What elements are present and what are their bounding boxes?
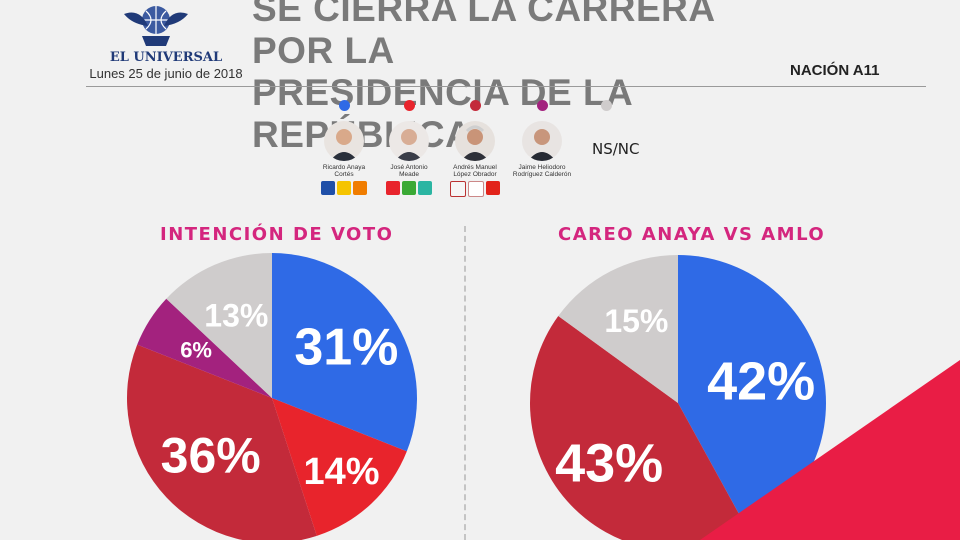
color-dot [600,100,612,111]
pie-slice-label: 36% [161,428,261,484]
portrait-icon [455,121,495,161]
party-logo-icon [386,181,400,195]
chart-title-intencion: INTENCIÓN DE VOTO [160,224,394,245]
candidate-anaya: Ricardo Anaya Cortés [309,100,379,195]
pie-slice-label: 6% [180,337,212,362]
column-divider [464,226,466,540]
eagle-globe-logo-icon [124,6,188,46]
candidate-name: Andrés Manuel López Obrador [453,164,497,178]
candidate-name: Jaime Heliodoro Rodríguez Calderón [512,164,572,178]
party-logo-icon [337,181,351,195]
candidate-name: Ricardo Anaya Cortés [322,164,366,178]
brand-name: EL UNIVERSAL [109,50,223,65]
pie-slice [137,298,272,398]
masthead: EL UNIVERSAL Lunes 25 de junio de 2018 [86,0,246,82]
headline-line-1: SE CIERRA LA CARRERA POR LA [252,0,715,71]
party-logo-icon [468,181,484,197]
pie-slice [530,316,750,540]
decorative-accent-shape [700,360,960,540]
pie-slice-label: 14% [303,451,379,493]
party-logos [374,181,444,195]
party-logo-icon [486,181,500,195]
header-rule [86,86,926,87]
headline: SE CIERRA LA CARRERA POR LA PRESIDENCIA … [252,0,732,156]
candidate-rodriguez-calderon: Jaime Heliodoro Rodríguez Calderón [507,100,577,178]
nsnc-label: NS/NC [592,140,640,158]
pie-slice [166,253,272,398]
pie-slice [272,253,417,452]
pie-slice [272,398,407,536]
publication-date: Lunes 25 de junio de 2018 [89,66,243,81]
color-dot [338,100,350,111]
party-logo-icon [450,181,466,197]
candidate-lopez-obrador: Andrés Manuel López Obrador [440,100,510,197]
party-logo-icon [402,181,416,195]
party-logo-icon [418,181,432,195]
color-dot [469,100,481,111]
pie-slice [127,344,317,540]
color-dot [536,100,548,111]
headline-line-2: PRESIDENCIA DE LA REPÚBLICA [252,72,632,155]
chart-title-careo: CAREO ANAYA VS AMLO [558,224,826,245]
pie-slice-label: 15% [604,303,668,339]
party-logos [309,181,379,195]
pie-chart-intencion-de-voto: 31% 14% 36% 6% 13% [127,253,417,540]
pie-chart-careo-anaya-vs-amlo: 42% 43% 15% [530,255,827,540]
pie-slice-label: 31% [294,318,398,376]
candidate-name: José Antonio Meade [390,164,428,178]
nsnc-legend-dot [586,100,626,111]
portrait-icon [324,121,364,161]
candidate-meade: José Antonio Meade [374,100,444,195]
pie-slice [558,255,678,403]
pie-slice-label: 43% [555,434,663,494]
pie-slice-label: 42% [707,352,815,412]
pie-slice [678,255,827,533]
portrait-icon [389,121,429,161]
section-label: NACIÓN A11 [790,62,880,79]
pie-slice-label: 13% [204,297,268,333]
party-logos [440,181,510,197]
party-logo-icon [321,181,335,195]
color-dot [403,100,415,111]
portrait-icon [522,121,562,161]
party-logo-icon [353,181,367,195]
